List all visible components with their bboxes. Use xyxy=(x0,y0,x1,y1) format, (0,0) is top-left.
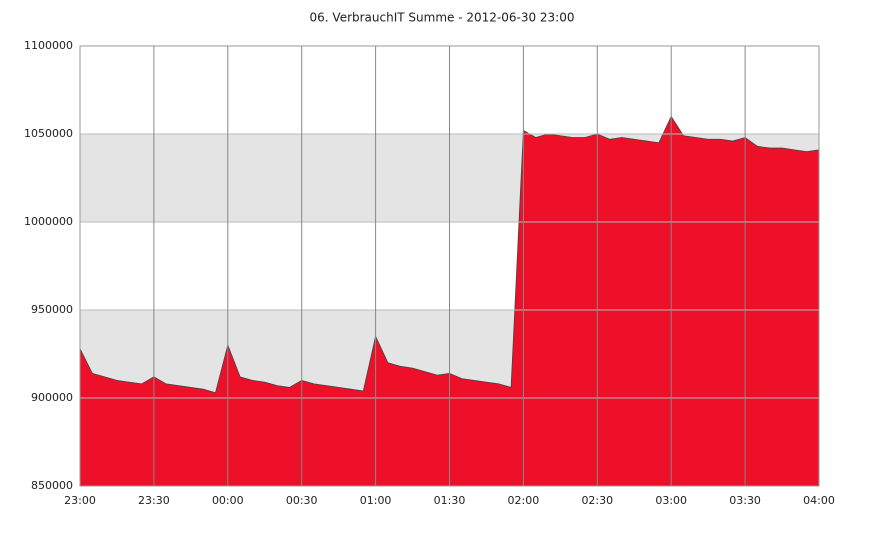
chart-title: 06. VerbrauchIT Summe - 2012-06-30 23:00 xyxy=(310,11,575,25)
y-tick-label: 1000000 xyxy=(24,215,73,228)
area xyxy=(80,116,819,487)
x-tick-label: 04:00 xyxy=(803,494,835,507)
x-tick-label: 03:30 xyxy=(729,494,761,507)
y-tick-label: 1100000 xyxy=(24,39,73,52)
y-tick-label: 950000 xyxy=(31,303,73,316)
x-tick-label: 02:30 xyxy=(581,494,613,507)
x-tick-label: 01:30 xyxy=(434,494,466,507)
x-tick-label: 03:00 xyxy=(655,494,687,507)
y-tick-label: 1050000 xyxy=(24,127,73,140)
x-tick-label: 02:00 xyxy=(508,494,540,507)
x-tick-label: 23:30 xyxy=(138,494,170,507)
x-tick-label: 00:30 xyxy=(286,494,318,507)
x-tick-label: 01:00 xyxy=(360,494,392,507)
y-tick-label: 900000 xyxy=(31,391,73,404)
x-tick-label: 00:00 xyxy=(212,494,244,507)
x-tick-label: 23:00 xyxy=(64,494,96,507)
plot-border xyxy=(79,45,820,487)
y-tick-label: 850000 xyxy=(31,479,73,492)
